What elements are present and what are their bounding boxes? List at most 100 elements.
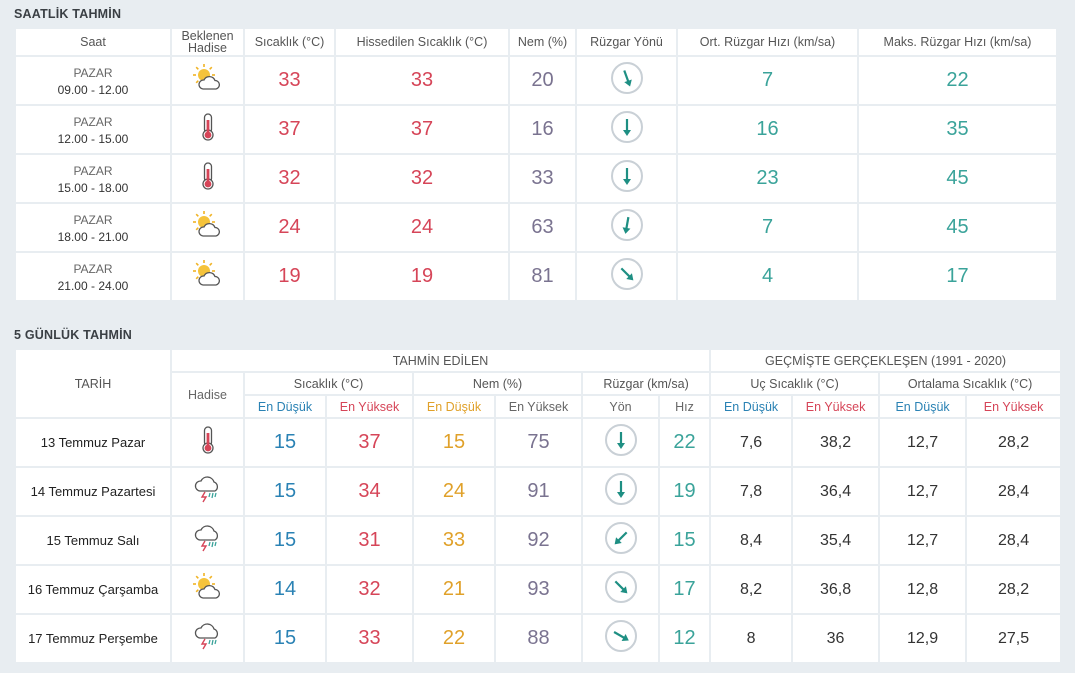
thunderstorm-icon (192, 474, 224, 509)
header-ruzgar: Rüzgar (km/sa) (583, 373, 710, 394)
table-row: 13 Temmuz Pazar 15 37 15 75 22 7,6 38,2 12,7 28,2 (16, 419, 1061, 466)
wind-direction-cell (577, 155, 676, 202)
humidity-max-value: 91 (496, 468, 581, 515)
header-yon: Yön (583, 396, 658, 417)
date-cell: 16 Temmuz Çarşamba (16, 566, 170, 613)
header-hadise: Hadise (172, 373, 243, 417)
extreme-min-value: 7,6 (711, 419, 792, 466)
slot-time: 15.00 - 18.00 (57, 180, 129, 195)
slot-time: 21.00 - 24.00 (57, 278, 129, 293)
header-uc-sicaklik: Uç Sıcaklık (°C) (711, 373, 879, 394)
temp-max-value: 33 (327, 615, 412, 662)
time-slot-cell: PAZAR 12.00 - 15.00 (16, 106, 170, 153)
wind-direction-cell (583, 517, 658, 564)
header-gecmiste-gerceklesen: GEÇMİŞTE GERÇEKLEŞEN (1991 - 2020) (711, 350, 1061, 371)
wind-direction-cell (577, 204, 676, 251)
temp-min-value: 15 (245, 419, 325, 466)
temp-max-value: 34 (327, 468, 412, 515)
date-cell: 14 Temmuz Pazartesi (16, 468, 170, 515)
slot-day: PAZAR (73, 65, 113, 80)
header-ort-ruzgar: Ort. Rüzgar Hızı (km/sa) (678, 29, 857, 55)
date-cell: 15 Temmuz Salı (16, 517, 170, 564)
wind-arrow-icon (610, 257, 644, 296)
header-maks-ruzgar: Maks. Rüzgar Hızı (km/sa) (859, 29, 1056, 55)
header-nem: Nem (%) (414, 373, 581, 394)
slot-time: 12.00 - 15.00 (57, 131, 129, 146)
avg-wind-value: 4 (678, 253, 857, 300)
average-min-value: 12,7 (880, 517, 966, 564)
extreme-max-value: 36,4 (793, 468, 879, 515)
max-wind-value: 35 (859, 106, 1056, 153)
average-max-value: 28,2 (967, 566, 1061, 613)
extreme-max-value: 35,4 (793, 517, 879, 564)
temp-min-value: 14 (245, 566, 325, 613)
header-tarih: TARİH (16, 350, 170, 417)
slot-time: 09.00 - 12.00 (57, 82, 129, 97)
wind-arrow-icon (610, 61, 644, 100)
temperature-value: 37 (245, 106, 334, 153)
wind-arrow-icon (604, 619, 638, 658)
thunderstorm-icon (192, 621, 224, 656)
header-ort-en-yuksek: En Yüksek (967, 396, 1061, 417)
weather-icon-cell (172, 615, 243, 662)
header-uc-en-yuksek: En Yüksek (793, 396, 879, 417)
avg-wind-value: 7 (678, 204, 857, 251)
humidity-min-value: 22 (414, 615, 494, 662)
temp-max-value: 32 (327, 566, 412, 613)
weather-icon-cell (172, 566, 243, 613)
wind-speed-value: 12 (660, 615, 710, 662)
humidity-value: 81 (510, 253, 575, 300)
humidity-value: 33 (510, 155, 575, 202)
daily-table: TARİH TAHMİN EDİLEN GEÇMİŞTE GERÇEKLEŞEN… (14, 348, 1062, 664)
table-row: PAZAR 15.00 - 18.00 32 32 33 23 45 (16, 155, 1056, 202)
weather-icon-cell (172, 155, 243, 202)
humidity-value: 20 (510, 57, 575, 104)
hourly-table: Saat Beklenen Hadise Sıcaklık (°C) Hisse… (14, 27, 1058, 302)
header-sicaklik: Sıcaklık (°C) (245, 373, 412, 394)
slot-day: PAZAR (73, 114, 113, 129)
header-ruzgar-yonu: Rüzgar Yönü (577, 29, 676, 55)
weather-icon-cell (172, 253, 243, 300)
temperature-value: 32 (245, 155, 334, 202)
time-slot-cell: PAZAR 09.00 - 12.00 (16, 57, 170, 104)
thermometer-icon (198, 112, 218, 147)
sun-cloud-icon (191, 64, 225, 97)
humidity-value: 63 (510, 204, 575, 251)
max-wind-value: 45 (859, 155, 1056, 202)
header-hiz: Hız (660, 396, 710, 417)
header-nem: Nem (%) (510, 29, 575, 55)
slot-time: 18.00 - 21.00 (57, 229, 129, 244)
weather-icon-cell (172, 517, 243, 564)
weather-icon-cell (172, 204, 243, 251)
header-beklenen-hadise: Beklenen Hadise (172, 29, 243, 55)
wind-arrow-icon (610, 208, 644, 247)
humidity-max-value: 88 (496, 615, 581, 662)
weather-icon-cell (172, 106, 243, 153)
time-slot-cell: PAZAR 21.00 - 24.00 (16, 253, 170, 300)
sun-cloud-icon (191, 573, 225, 606)
wind-arrow-icon (604, 570, 638, 609)
humidity-min-value: 15 (414, 419, 494, 466)
wind-direction-cell (583, 468, 658, 515)
extreme-min-value: 8,4 (711, 517, 792, 564)
wind-arrow-icon (610, 110, 644, 149)
average-max-value: 27,5 (967, 615, 1061, 662)
slot-day: PAZAR (73, 261, 113, 276)
slot-day: PAZAR (73, 212, 113, 227)
thermometer-icon (198, 425, 218, 460)
wind-direction-cell (577, 106, 676, 153)
hourly-section-title: SAATLİK TAHMİN (14, 7, 122, 21)
wind-speed-value: 15 (660, 517, 710, 564)
header-ortalama-sicaklik: Ortalama Sıcaklık (°C) (880, 373, 1061, 394)
wind-direction-cell (577, 57, 676, 104)
humidity-min-value: 33 (414, 517, 494, 564)
header-nem-en-yuksek: En Yüksek (496, 396, 581, 417)
sun-cloud-icon (191, 260, 225, 293)
table-row: 14 Temmuz Pazartesi 15 34 24 91 19 7,8 36,4 12,7… (16, 468, 1061, 515)
table-row: PAZAR 21.00 - 24.00 19 19 81 4 17 (16, 253, 1056, 300)
average-max-value: 28,2 (967, 419, 1061, 466)
header-tahmin-edilen: TAHMİN EDİLEN (172, 350, 710, 371)
header-sicaklik: Sıcaklık (°C) (245, 29, 334, 55)
avg-wind-value: 7 (678, 57, 857, 104)
wind-speed-value: 17 (660, 566, 710, 613)
